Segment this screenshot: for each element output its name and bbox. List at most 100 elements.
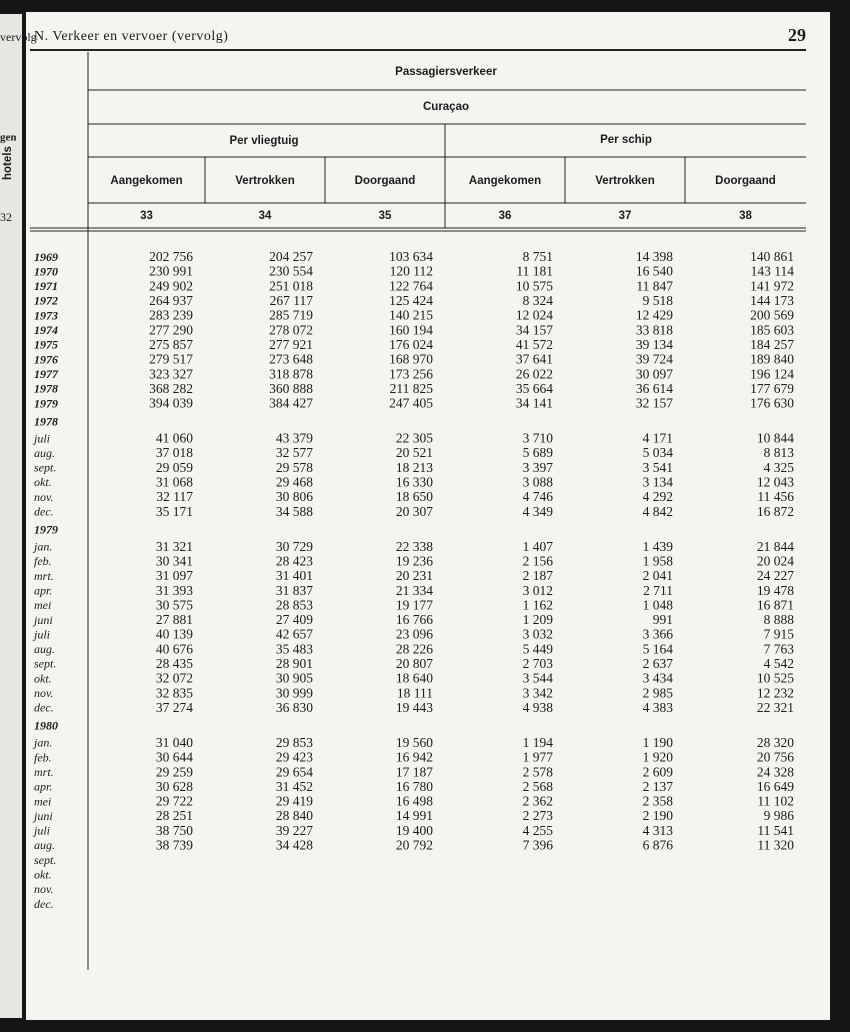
row-label: sept.	[34, 657, 56, 671]
cell: 196 124	[750, 366, 794, 381]
column-number: 37	[619, 210, 632, 222]
cell: 32 072	[156, 671, 193, 686]
cell: 20 307	[396, 504, 433, 519]
cell: 37 641	[516, 352, 553, 367]
cell: 4 171	[643, 431, 673, 446]
column-number: 38	[739, 210, 752, 222]
cell: 31 068	[156, 475, 193, 490]
cell: 32 577	[276, 445, 313, 460]
row-label: mrt.	[34, 765, 54, 779]
cell: 32 835	[156, 685, 193, 700]
row-label: jan.	[32, 736, 52, 750]
cell: 3 366	[643, 627, 674, 642]
margin-fragment: 32	[0, 210, 12, 224]
group-year: 1979	[34, 523, 58, 537]
row-label: 1969	[34, 250, 58, 264]
cell: 19 400	[396, 823, 433, 838]
margin-fragment: vervolg	[0, 30, 37, 44]
row-label: feb.	[34, 554, 52, 568]
row-label: 1972	[34, 294, 58, 308]
cell: 318 878	[269, 366, 313, 381]
row-label: mei	[34, 598, 51, 612]
cell: 16 540	[636, 264, 673, 279]
cell: 39 134	[636, 337, 673, 352]
row-label: 1971	[34, 279, 58, 293]
cell: 173 256	[389, 366, 433, 381]
cell: 283 239	[149, 308, 193, 323]
cell: 29 419	[276, 794, 313, 809]
page-sheet	[26, 12, 830, 1020]
cell: 1 958	[643, 553, 674, 568]
cell: 120 112	[390, 264, 433, 279]
cell: 20 807	[396, 656, 433, 671]
row-label: apr.	[34, 780, 52, 794]
cell: 8 888	[764, 612, 795, 627]
cell: 2 358	[643, 794, 674, 809]
row-label: apr.	[34, 583, 52, 597]
row-label: dec.	[34, 897, 54, 911]
cell: 18 111	[397, 685, 433, 700]
cell: 28 226	[396, 641, 433, 656]
cell: 122 764	[389, 278, 433, 293]
cell: 176 630	[750, 396, 794, 411]
cell: 41 060	[156, 431, 193, 446]
cell: 103 634	[389, 249, 433, 264]
cell: 30 628	[156, 779, 193, 794]
row-label: juni	[32, 613, 53, 627]
cell: 30 644	[156, 750, 193, 765]
row-label: 1979	[34, 396, 58, 410]
cell: 204 257	[269, 249, 313, 264]
row-label: 1978	[34, 382, 58, 396]
cell: 22 338	[396, 539, 433, 554]
row-label: aug.	[34, 838, 55, 852]
cell: 29 654	[276, 764, 313, 779]
cell: 4 842	[643, 504, 673, 519]
cell: 33 818	[636, 322, 673, 337]
cell: 2 273	[523, 808, 554, 823]
cell: 4 383	[643, 700, 674, 715]
cell: 21 334	[396, 583, 433, 598]
column-header: Aangekomen	[469, 175, 541, 187]
cell: 30 729	[276, 539, 313, 554]
cell: 27 881	[156, 612, 193, 627]
cell: 29 578	[276, 460, 313, 475]
cell: 10 575	[516, 278, 553, 293]
cell: 34 157	[516, 322, 553, 337]
cell: 991	[653, 612, 673, 627]
cell: 40 676	[156, 641, 193, 656]
row-label: okt.	[34, 868, 52, 882]
island-header: Curaçao	[423, 101, 469, 113]
row-label: okt.	[34, 475, 52, 489]
cell: 2 190	[643, 808, 674, 823]
cell: 4 938	[523, 700, 554, 715]
row-label: juni	[32, 809, 53, 823]
cell: 29 423	[276, 750, 313, 765]
cell: 394 039	[149, 396, 193, 411]
row-label: nov.	[34, 490, 53, 504]
row-label: nov.	[34, 882, 53, 896]
cell: 140 215	[389, 308, 433, 323]
cell: 3 342	[523, 685, 553, 700]
column-number: 33	[140, 210, 153, 222]
cell: 273 648	[269, 352, 313, 367]
cell: 11 541	[757, 823, 794, 838]
row-label: juli	[32, 431, 50, 445]
cell: 42 657	[276, 627, 313, 642]
cell: 2 578	[523, 764, 554, 779]
column-header: Doorgaand	[355, 175, 416, 187]
cell: 277 921	[269, 337, 313, 352]
cell: 1 194	[523, 735, 554, 750]
cell: 323 327	[149, 366, 193, 381]
cell: 144 173	[750, 293, 794, 308]
previous-page-strip	[0, 14, 22, 1018]
cell: 7 915	[764, 627, 795, 642]
row-label: juli	[32, 627, 50, 641]
cell: 251 018	[269, 278, 313, 293]
cell: 10 525	[757, 671, 794, 686]
cell: 28 901	[276, 656, 313, 671]
cell: 3 012	[523, 583, 553, 598]
cell: 3 032	[523, 627, 553, 642]
cell: 4 349	[523, 504, 554, 519]
cell: 31 393	[156, 583, 193, 598]
group-year: 1980	[34, 719, 58, 733]
